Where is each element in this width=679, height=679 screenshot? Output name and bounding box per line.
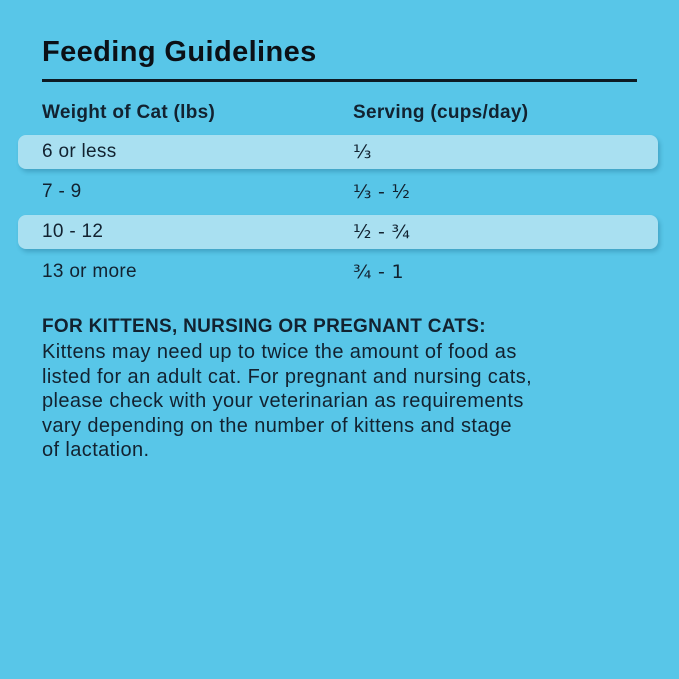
serving-cell: ⅓ [353,141,372,163]
serving-cell: ½ - ¾ [353,221,411,243]
serving-cell: ⅓ - ½ [353,181,411,203]
note-body: Kittens may need up to twice the amount … [42,340,637,463]
note-line: Kittens may need up to twice the amount … [42,341,517,363]
note-line: vary depending on the number of kittens … [42,414,512,437]
kitten-note: FOR KITTENS, NURSING OR PREGNANT CATS: K… [42,315,637,463]
page-title: Feeding Guidelines [42,36,317,68]
note-line: listed for an adult cat. For pregnant an… [42,365,533,388]
table-row: 7 - 9 ⅓ - ½ [18,175,658,209]
note-line: of lactation. [42,439,150,462]
weight-cell: 7 - 9 [42,181,82,202]
table-header-row: Weight of Cat (lbs) Serving (cups/day) [42,103,637,123]
weight-cell: 6 or less [42,141,117,162]
serving-cell: ¾ - 1 [353,261,404,283]
table-row: 13 or more ¾ - 1 [18,255,658,289]
column-header-weight: Weight of Cat (lbs) [42,102,216,123]
note-line: please check with your veterinarian as r… [42,390,524,413]
table-row: 6 or less ⅓ [18,135,658,169]
table-row: 10 - 12 ½ - ¾ [18,215,658,249]
weight-cell: 13 or more [42,261,137,282]
feeding-table: 6 or less ⅓ 7 - 9 ⅓ - ½ 10 - 12 ½ - ¾ 13… [18,135,658,289]
note-heading: FOR KITTENS, NURSING OR PREGNANT CATS: [42,316,486,337]
weight-cell: 10 - 12 [42,221,104,242]
column-header-serving: Serving (cups/day) [353,102,529,123]
panel-content: Feeding Guidelines Weight of Cat (lbs) S… [18,36,658,463]
title-underline [42,79,637,82]
